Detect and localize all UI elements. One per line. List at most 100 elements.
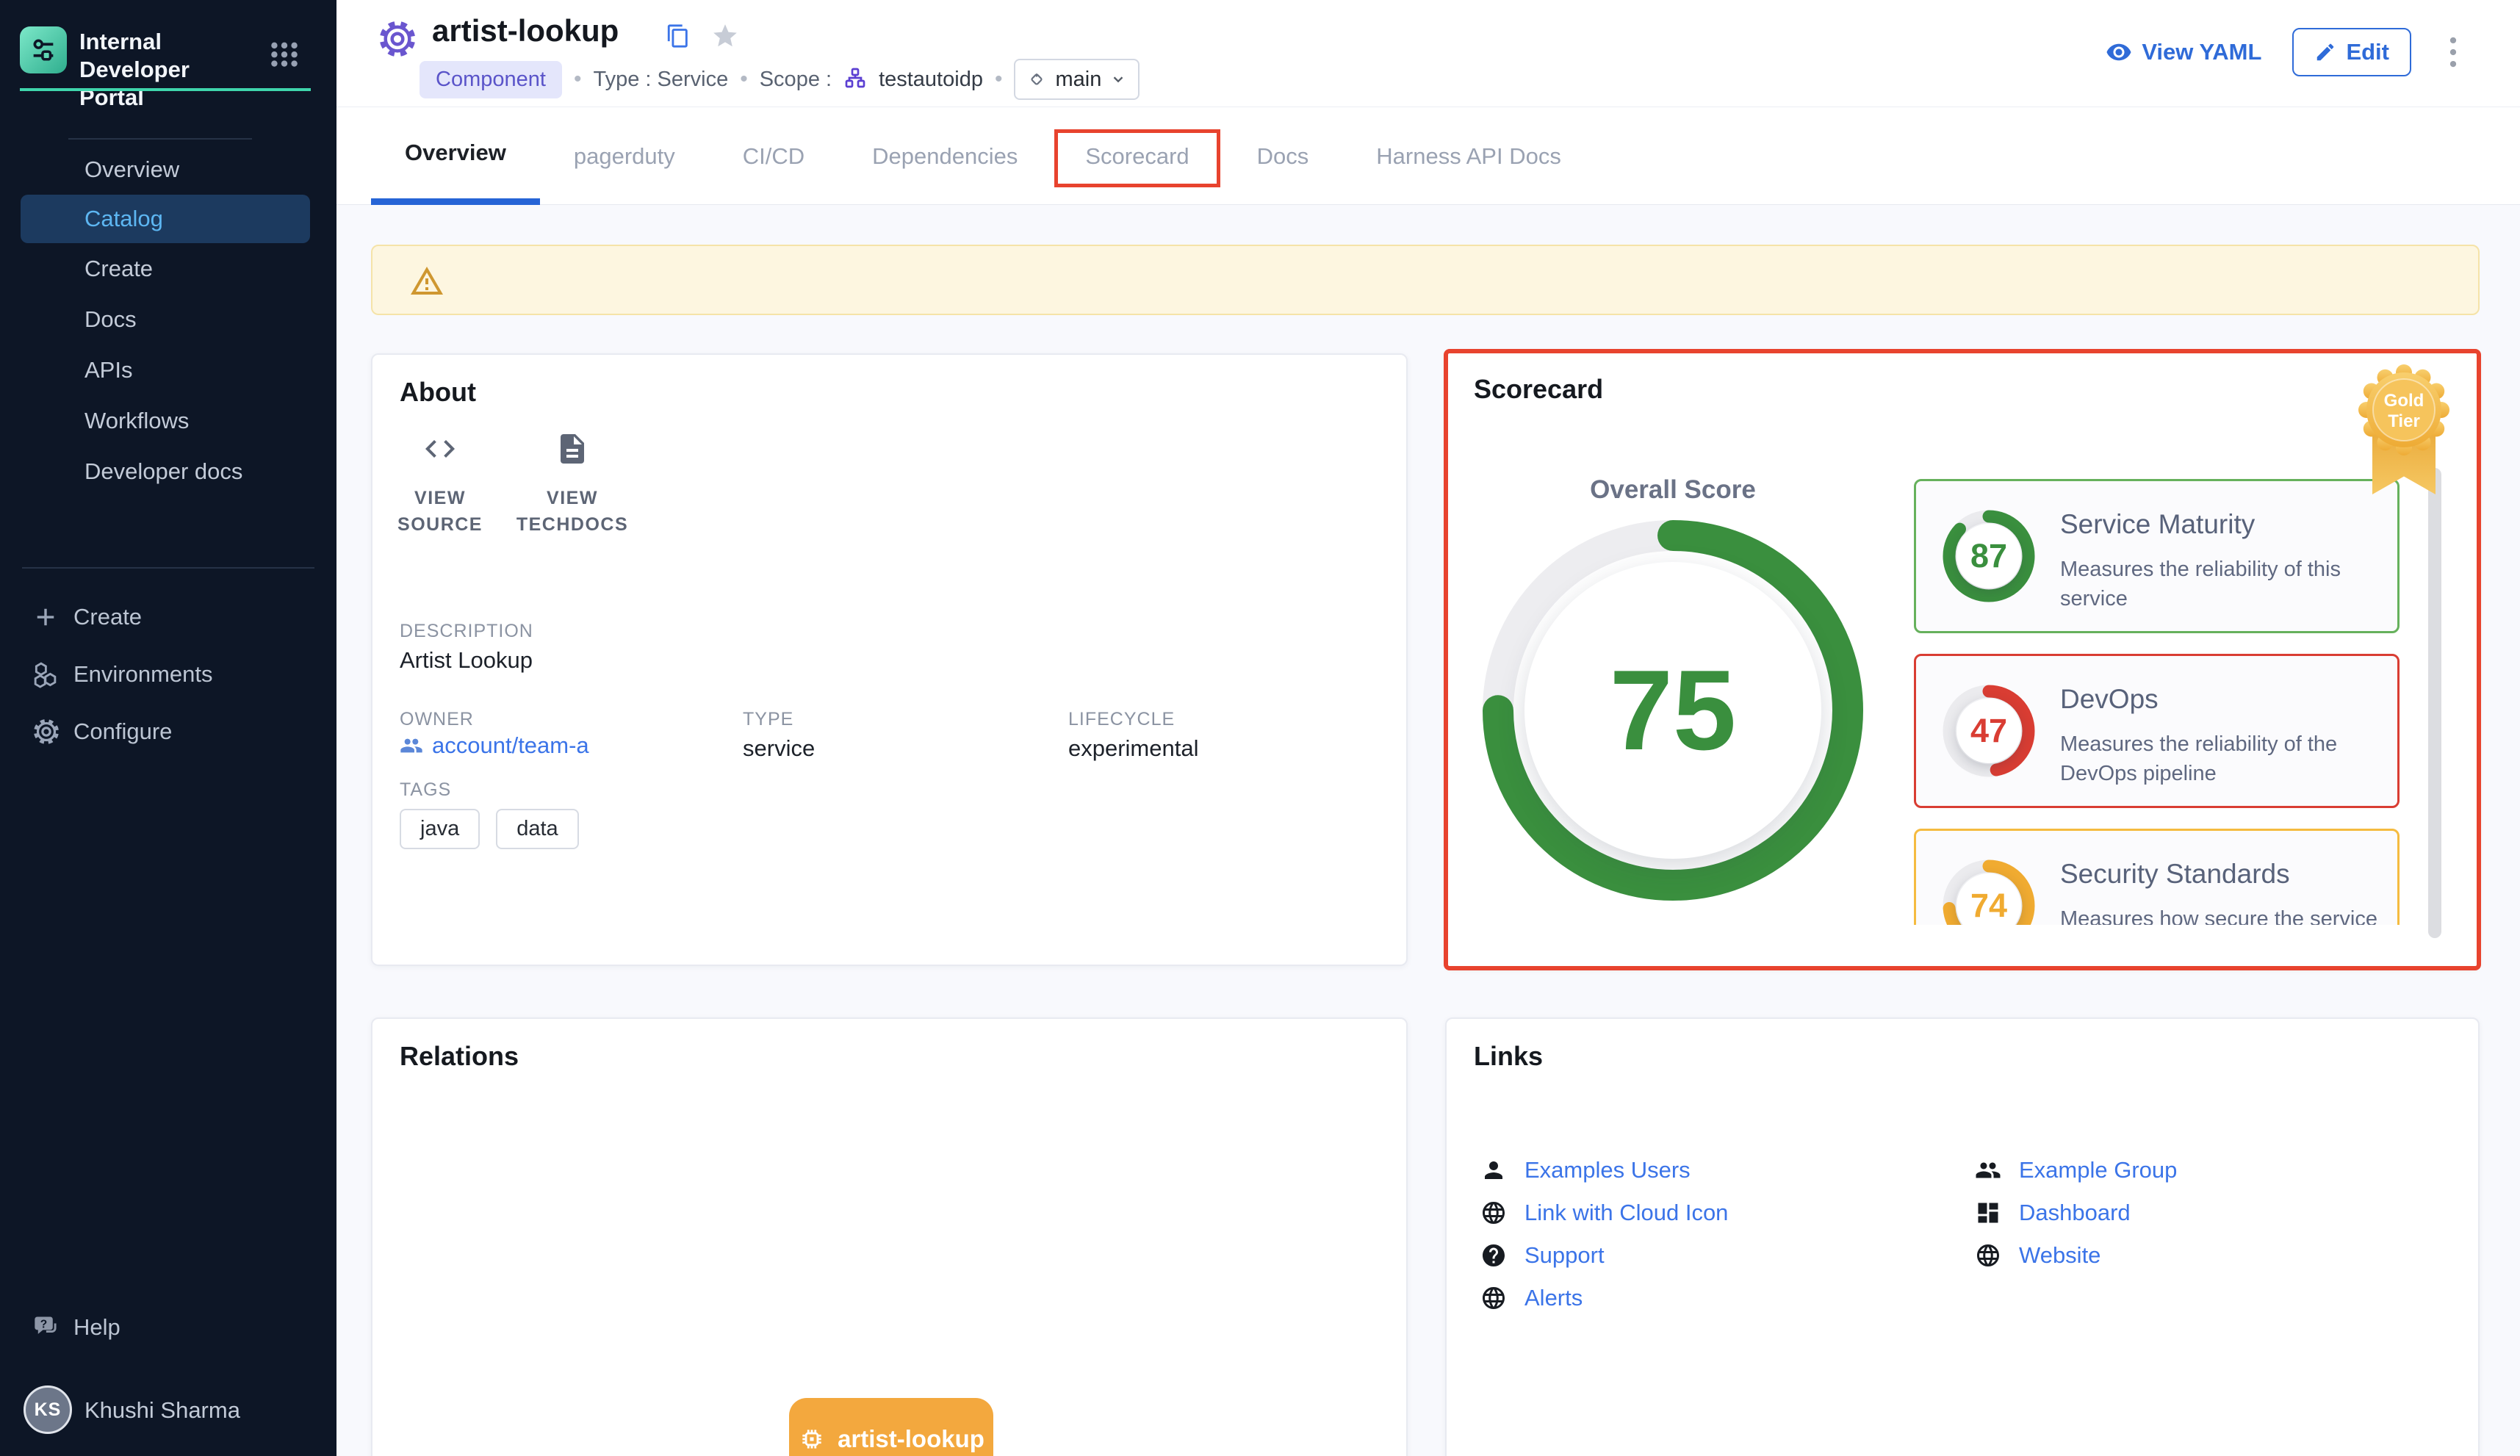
view-yaml-button[interactable]: View YAML	[2106, 39, 2261, 65]
relations-card: Relations artist-lookup	[371, 1017, 1408, 1456]
check-tile-security-standards[interactable]: 74 Security Standards Measures how secur…	[1914, 829, 2400, 925]
dashboard-icon	[1978, 1203, 1998, 1223]
gauge-disc	[1524, 562, 1821, 859]
check-score: 87	[1970, 537, 2008, 574]
tab-pagerduty[interactable]: pagerduty	[573, 143, 675, 169]
kebab-menu-icon[interactable]	[2442, 35, 2464, 69]
sidebar-item-overview[interactable]: Overview	[84, 156, 180, 182]
branch-selector[interactable]: main	[1014, 59, 1140, 100]
copy-icon[interactable]	[666, 24, 691, 52]
gear-icon	[32, 718, 62, 746]
link-alerts[interactable]: Alerts	[1480, 1283, 1728, 1313]
check-gauge: 87	[1940, 508, 2037, 605]
scorecard-scrollbar[interactable]	[2428, 468, 2441, 938]
sidebar: Internal Developer Portal Overview Catal…	[0, 0, 336, 1456]
relation-node-artist-lookup[interactable]: artist-lookup	[789, 1398, 993, 1456]
svg-text:Gold: Gold	[2384, 391, 2424, 411]
check-gauge: 47	[1940, 682, 2037, 779]
microchip-icon	[802, 1430, 821, 1449]
link-examples-users[interactable]: Examples Users	[1480, 1156, 1728, 1185]
brand-divider	[20, 88, 311, 91]
user-name[interactable]: Khushi Sharma	[84, 1397, 240, 1423]
warning-icon	[409, 264, 444, 303]
links-title: Links	[1474, 1041, 1544, 1071]
chevron-down-icon	[1113, 76, 1123, 83]
owner-label: OWNER	[400, 709, 474, 729]
about-card: About VIEW SOURCE VIEW TECHDOCS DESCRIPT…	[371, 353, 1408, 966]
tags-row: java data	[400, 809, 579, 849]
check-description: Measures how secure the service is	[2060, 907, 2377, 925]
check-name: Security Standards	[2060, 859, 2290, 889]
sidebar-item-catalog[interactable]: Catalog	[21, 195, 310, 243]
sidebar-item-docs[interactable]: Docs	[84, 306, 137, 332]
header-actions: View YAML Edit	[2106, 28, 2464, 76]
tab-dependencies[interactable]: Dependencies	[872, 143, 1018, 169]
view-techdocs-button[interactable]: VIEW TECHDOCS	[514, 431, 631, 538]
component-gear-icon	[378, 19, 417, 62]
apps-grid-icon[interactable]	[269, 38, 300, 69]
globe-icon	[1977, 1244, 1999, 1266]
sidebar-item-create[interactable]: Create	[84, 256, 154, 281]
sidebar-item-help[interactable]: ? Help	[0, 1299, 336, 1356]
tab-docs[interactable]: Docs	[1256, 143, 1309, 169]
about-title: About	[400, 377, 476, 407]
links-card: Links Examples Users Link with Cloud Ico…	[1445, 1017, 2480, 1456]
view-source-button[interactable]: VIEW SOURCE	[381, 431, 499, 538]
globe-icon	[1483, 1202, 1505, 1224]
tag-chip[interactable]: java	[400, 809, 480, 849]
sidebar-item-environments[interactable]: Environments	[0, 646, 336, 703]
overall-score-gauge: 75	[1467, 505, 1879, 916]
owner-link[interactable]: account/team-a	[400, 732, 589, 759]
edit-button[interactable]: Edit	[2292, 28, 2411, 76]
plus-icon	[32, 604, 62, 630]
person-icon	[1485, 1161, 1502, 1179]
scorecard-checks-list: 87 Service Maturity Measures the reliabi…	[1914, 479, 2400, 925]
pencil-icon	[2317, 43, 2334, 61]
sidebar-item-configure[interactable]: Configure	[0, 703, 336, 760]
link-website[interactable]: Website	[1975, 1241, 2177, 1270]
check-description: Measures the reliability of this service	[2060, 558, 2341, 610]
sidebar-item-apis[interactable]: APIs	[84, 357, 133, 383]
help-circle-icon	[1483, 1244, 1505, 1266]
check-tile-devops[interactable]: 47 DevOps Measures the reliability of th…	[1914, 654, 2400, 808]
check-gauge: 74	[1940, 857, 2037, 925]
scope-label: Scope :	[759, 67, 832, 91]
sidebar-item-developer-docs[interactable]: Developer docs	[84, 458, 243, 484]
check-score: 47	[1970, 712, 2008, 749]
description-value: Artist Lookup	[400, 647, 533, 673]
document-icon	[561, 434, 584, 464]
page-title: artist-lookup	[432, 13, 619, 48]
overall-score-value: 75	[1609, 646, 1737, 774]
entity-meta: Component • Type : Service • Scope : tes…	[420, 59, 1140, 100]
help-chat-icon: ?	[32, 1313, 62, 1342]
tab-overview[interactable]: Overview	[371, 107, 540, 205]
star-icon[interactable]	[711, 22, 739, 54]
sidebar-item-create-secondary[interactable]: Create	[0, 588, 336, 646]
type-value: service	[743, 735, 816, 761]
people-icon	[1976, 1162, 2001, 1178]
check-tile-service-maturity[interactable]: 87 Service Maturity Measures the reliabi…	[1914, 479, 2400, 633]
tag-chip[interactable]: data	[496, 809, 579, 849]
nav-divider	[68, 138, 252, 140]
check-description: Measures the reliability of the DevOps p…	[2060, 732, 2338, 785]
svg-text:?: ?	[40, 1319, 48, 1331]
link-example-group[interactable]: Example Group	[1975, 1156, 2177, 1185]
links-column-right: Example Group Dashboard Website	[1975, 1156, 2177, 1270]
link-support[interactable]: Support	[1480, 1241, 1728, 1270]
eye-icon	[2106, 43, 2131, 61]
link-dashboard[interactable]: Dashboard	[1975, 1198, 2177, 1228]
idp-logo[interactable]	[20, 26, 67, 73]
tab-harness-api-docs[interactable]: Harness API Docs	[1376, 143, 1561, 169]
tags-label: TAGS	[400, 779, 452, 800]
type-label: TYPE	[743, 709, 794, 729]
user-avatar[interactable]: KS	[24, 1385, 72, 1434]
tab-cicd[interactable]: CI/CD	[742, 143, 805, 169]
tab-scorecard[interactable]: Scorecard	[1051, 107, 1223, 205]
warning-banner	[371, 245, 2480, 315]
sidebar-item-workflows[interactable]: Workflows	[84, 408, 190, 433]
brand-title: Internal Developer Portal	[79, 29, 190, 110]
sidebar-nav: Overview Catalog Create Docs APIs Workfl…	[0, 144, 336, 497]
scope-value: testautoidp	[879, 67, 983, 91]
sliders-icon	[33, 39, 54, 61]
link-with-cloud-icon[interactable]: Link with Cloud Icon	[1480, 1198, 1728, 1228]
